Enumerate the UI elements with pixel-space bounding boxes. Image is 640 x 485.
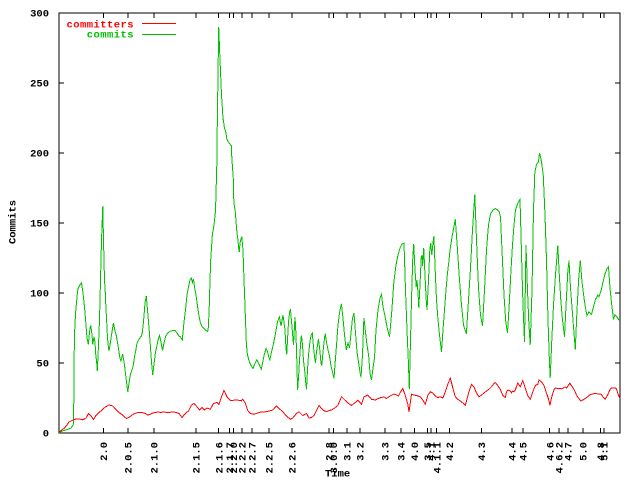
svg-text:0: 0 (43, 429, 49, 441)
svg-text:2.2.7: 2.2.7 (248, 442, 260, 474)
svg-text:4.7: 4.7 (564, 442, 576, 461)
svg-text:4.3: 4.3 (477, 442, 489, 461)
svg-text:4.5: 4.5 (519, 442, 531, 461)
svg-text:Commits: Commits (8, 200, 20, 244)
svg-text:2.0: 2.0 (99, 442, 111, 461)
svg-text:4.6: 4.6 (545, 442, 557, 461)
svg-text:3.5: 3.5 (423, 442, 435, 461)
svg-text:300: 300 (30, 9, 49, 21)
svg-text:Time: Time (325, 469, 350, 481)
svg-text:2.1.6: 2.1.6 (214, 442, 226, 474)
svg-text:150: 150 (30, 219, 49, 231)
svg-text:4.2: 4.2 (445, 442, 457, 461)
svg-text:2.2.6: 2.2.6 (288, 442, 300, 474)
svg-text:3.2: 3.2 (356, 442, 368, 461)
svg-text:4.4: 4.4 (508, 442, 520, 461)
svg-text:100: 100 (30, 289, 49, 301)
svg-text:2.2.5: 2.2.5 (265, 442, 277, 474)
svg-text:2.0.5: 2.0.5 (124, 442, 136, 474)
svg-text:2.1.7: 2.1.7 (225, 442, 237, 474)
svg-text:5.1: 5.1 (600, 442, 612, 461)
svg-text:commits: commits (87, 30, 134, 42)
svg-text:4.1.1: 4.1.1 (432, 442, 444, 474)
svg-text:3.1: 3.1 (343, 442, 355, 461)
svg-text:4.6.2: 4.6.2 (555, 442, 567, 474)
svg-text:250: 250 (30, 79, 49, 91)
svg-text:4.1: 4.1 (427, 442, 439, 461)
svg-text:2.1.0: 2.1.0 (150, 442, 162, 474)
svg-text:committers: committers (66, 20, 134, 32)
svg-text:2.2.2: 2.2.2 (238, 442, 250, 474)
svg-text:3.0.0: 3.0.0 (329, 442, 341, 474)
svg-text:3.3: 3.3 (381, 442, 393, 461)
svg-text:2.8: 2.8 (325, 442, 337, 461)
svg-text:200: 200 (30, 149, 49, 161)
svg-text:5.0: 5.0 (579, 442, 591, 461)
svg-text:4.8: 4.8 (596, 442, 608, 461)
svg-text:4.0: 4.0 (410, 442, 422, 461)
svg-text:2.1.5: 2.1.5 (192, 442, 204, 474)
svg-text:50: 50 (36, 359, 49, 371)
svg-text:3.4: 3.4 (397, 442, 409, 461)
svg-text:2.2.0: 2.2.0 (229, 442, 241, 474)
